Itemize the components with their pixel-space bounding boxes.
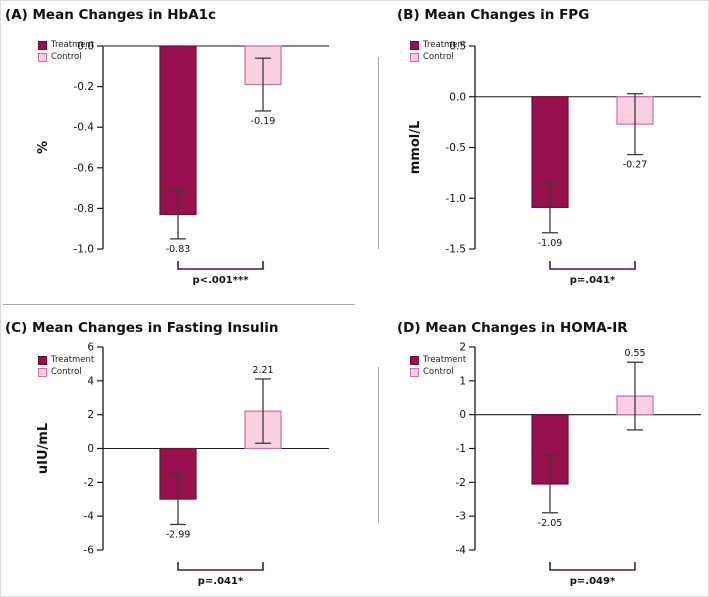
bar-treatment: [159, 45, 197, 216]
legend-item-treatment: Treatment: [38, 356, 94, 365]
y-tick-label: -4: [456, 545, 467, 557]
legend-label-control: Control: [51, 367, 82, 378]
y-tick-label: -0.8: [74, 203, 95, 215]
y-tick-label: -0.6: [74, 162, 95, 174]
y-tick-label: -3: [456, 511, 466, 523]
y-tick-label: 1: [459, 375, 466, 387]
legend-label-control: Control: [51, 52, 82, 63]
y-tick-label: -1.5: [446, 244, 467, 256]
y-axis-label: uIU/mL: [36, 423, 51, 474]
legend-item-control: Control: [38, 368, 94, 377]
legend-item-treatment: Treatment: [410, 41, 466, 50]
value-label: 2.21: [252, 365, 273, 376]
control-swatch-icon: [38, 368, 47, 377]
chart-panel-fpg: (B) Mean Changes in FPG Treatment Control…: [383, 1, 708, 304]
significance-bracket: [549, 562, 636, 571]
p-value-label: p<.001***: [193, 275, 250, 286]
legend-label-treatment: Treatment: [423, 40, 467, 51]
legend-item-control: Control: [38, 53, 94, 62]
control-swatch-icon: [410, 368, 419, 377]
y-tick-label: -0.5: [446, 142, 467, 154]
y-tick-label: 0.0: [77, 41, 94, 53]
value-label: -0.83: [166, 244, 191, 255]
y-tick-label: 0.5: [449, 41, 466, 53]
panel-title-fasting-insulin: (C) Mean Changes in Fasting Insulin: [5, 320, 279, 336]
panel-divider-vertical-top: [378, 57, 379, 249]
y-tick-label: 2: [87, 409, 94, 421]
bar-chart-fpg: 0.5 0.0 -0.5 -1.0 -1.5 mmol/L -1.09 -0.27 p=.041…: [408, 41, 701, 286]
y-tick-label: 0.0: [449, 91, 466, 103]
y-tick-label: -0.4: [74, 122, 95, 134]
legend-label-treatment: Treatment: [51, 40, 95, 51]
panel-title-fpg: (B) Mean Changes in FPG: [397, 7, 590, 23]
y-tick-label: 0: [87, 443, 94, 455]
y-tick-label: -1.0: [74, 244, 95, 256]
y-tick-label: -1: [456, 443, 466, 455]
bar-chart-hba1c: 0.0 -0.2 -0.4 -0.6 -0.8 -1.0% -0.83 -0.19 p<.001…: [36, 41, 329, 286]
value-label: -0.19: [251, 116, 276, 127]
p-value-label: p=.041*: [198, 576, 244, 587]
y-axis-label: %: [36, 141, 51, 154]
bar-chart-homa-ir: 2 1 0 -1 -2 -3 -4 -2.05 0.55 p=.049*: [456, 342, 701, 587]
legend-label-treatment: Treatment: [423, 355, 467, 366]
treatment-swatch-icon: [38, 41, 47, 50]
value-label: -0.27: [623, 160, 648, 171]
treatment-swatch-icon: [410, 356, 419, 365]
value-label: 0.55: [624, 348, 645, 359]
chart-legend: Treatment Control: [38, 356, 94, 377]
y-tick-label: 4: [87, 375, 94, 387]
legend-label-control: Control: [423, 52, 454, 63]
chart-panel-homa-ir: (D) Mean Changes in HOMA-IR Treatment Con…: [383, 306, 708, 596]
panel-divider-vertical-bottom: [378, 367, 379, 523]
y-axis-label: mmol/L: [408, 121, 423, 175]
y-tick-label: -2: [456, 477, 466, 489]
y-tick-label: -6: [84, 545, 95, 557]
panel-title-hba1c: (A) Mean Changes in HbA1c: [5, 7, 217, 23]
chart-legend: Treatment Control: [38, 41, 94, 62]
y-tick-label: -1.0: [446, 193, 467, 205]
legend-item-control: Control: [410, 53, 466, 62]
legend-item-control: Control: [410, 368, 466, 377]
chart-legend: Treatment Control: [410, 41, 466, 62]
significance-bracket: [549, 261, 636, 270]
y-tick-label: -2: [84, 477, 94, 489]
significance-bracket: [177, 261, 264, 270]
chart-panel-hba1c: (A) Mean Changes in HbA1c Treatment Contr…: [1, 1, 373, 304]
value-label: -1.09: [538, 238, 563, 249]
panel-title-homa-ir: (D) Mean Changes in HOMA-IR: [397, 320, 628, 336]
control-swatch-icon: [38, 53, 47, 62]
y-tick-label: 6: [87, 342, 94, 354]
value-label: -2.05: [538, 518, 563, 529]
legend-label-control: Control: [423, 367, 454, 378]
significance-bracket: [177, 562, 264, 571]
y-tick-label: -4: [84, 511, 95, 523]
bar-chart-fasting-insulin: 6 4 2 0 -2 -4 -6 uIU/mL -2.99 2.21 p=.041*: [36, 342, 329, 587]
legend-label-treatment: Treatment: [51, 355, 95, 366]
control-swatch-icon: [410, 53, 419, 62]
treatment-swatch-icon: [38, 356, 47, 365]
panel-divider-horizontal: [3, 304, 355, 305]
legend-item-treatment: Treatment: [38, 41, 94, 50]
chart-legend: Treatment Control: [410, 356, 466, 377]
p-value-label: p=.049*: [570, 576, 616, 587]
legend-item-treatment: Treatment: [410, 356, 466, 365]
y-tick-label: -0.2: [74, 81, 95, 93]
p-value-label: p=.041*: [570, 275, 616, 286]
treatment-swatch-icon: [410, 41, 419, 50]
value-label: -2.99: [166, 529, 191, 540]
chart-panel-fasting-insulin: (C) Mean Changes in Fasting Insulin Trea…: [1, 306, 373, 596]
y-tick-label: 2: [459, 342, 466, 354]
y-tick-label: 0: [459, 409, 466, 421]
